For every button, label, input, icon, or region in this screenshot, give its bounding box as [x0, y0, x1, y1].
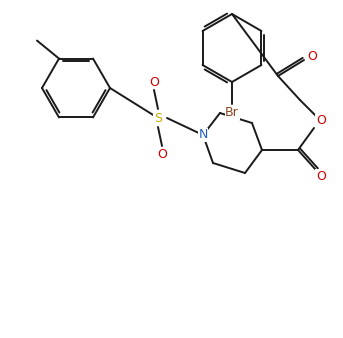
Text: O: O: [149, 75, 159, 89]
Text: O: O: [307, 49, 317, 63]
Text: O: O: [316, 169, 326, 183]
Text: O: O: [157, 147, 167, 161]
Text: O: O: [316, 115, 326, 127]
Text: N: N: [198, 128, 208, 142]
Text: Br: Br: [225, 106, 239, 120]
Text: S: S: [154, 112, 162, 124]
